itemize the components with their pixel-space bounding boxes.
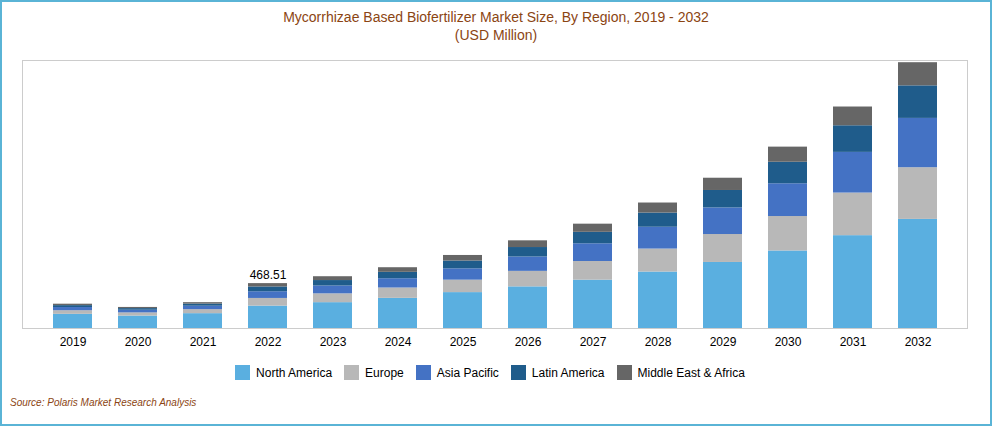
svg-text:2032: 2032 xyxy=(905,335,932,349)
svg-text:2023: 2023 xyxy=(320,335,347,349)
svg-text:2021: 2021 xyxy=(190,335,217,349)
svg-text:468.51: 468.51 xyxy=(250,268,287,282)
svg-text:2031: 2031 xyxy=(840,335,867,349)
svg-text:2030: 2030 xyxy=(775,335,802,349)
html-text:Latin America: Latin America xyxy=(531,365,605,380)
svg-text:2020: 2020 xyxy=(125,335,152,349)
html-text:Source: Polaris Market Researc: Source: Polaris Market Research Analysis xyxy=(10,397,197,408)
svg-text:2024: 2024 xyxy=(385,335,412,349)
svg-text:2019: 2019 xyxy=(60,335,87,349)
html-text:North America: North America xyxy=(256,365,333,380)
html-text:Asia Pacific: Asia Pacific xyxy=(436,365,499,380)
svg-text:2029: 2029 xyxy=(710,335,737,349)
svg-text:2025: 2025 xyxy=(450,335,477,349)
svg-text:2027: 2027 xyxy=(580,335,607,349)
html-text:Europe: Europe xyxy=(365,365,404,380)
html-text:Mycorrhizae Based Biofertilize: Mycorrhizae Based Biofertilizer Market S… xyxy=(283,9,709,25)
html-text:(USD Million): (USD Million) xyxy=(454,27,538,43)
html-text:Middle East & Africa: Middle East & Africa xyxy=(637,365,745,380)
svg-text:2028: 2028 xyxy=(645,335,672,349)
svg-text:2022: 2022 xyxy=(255,335,282,349)
svg-text:2026: 2026 xyxy=(515,335,542,349)
